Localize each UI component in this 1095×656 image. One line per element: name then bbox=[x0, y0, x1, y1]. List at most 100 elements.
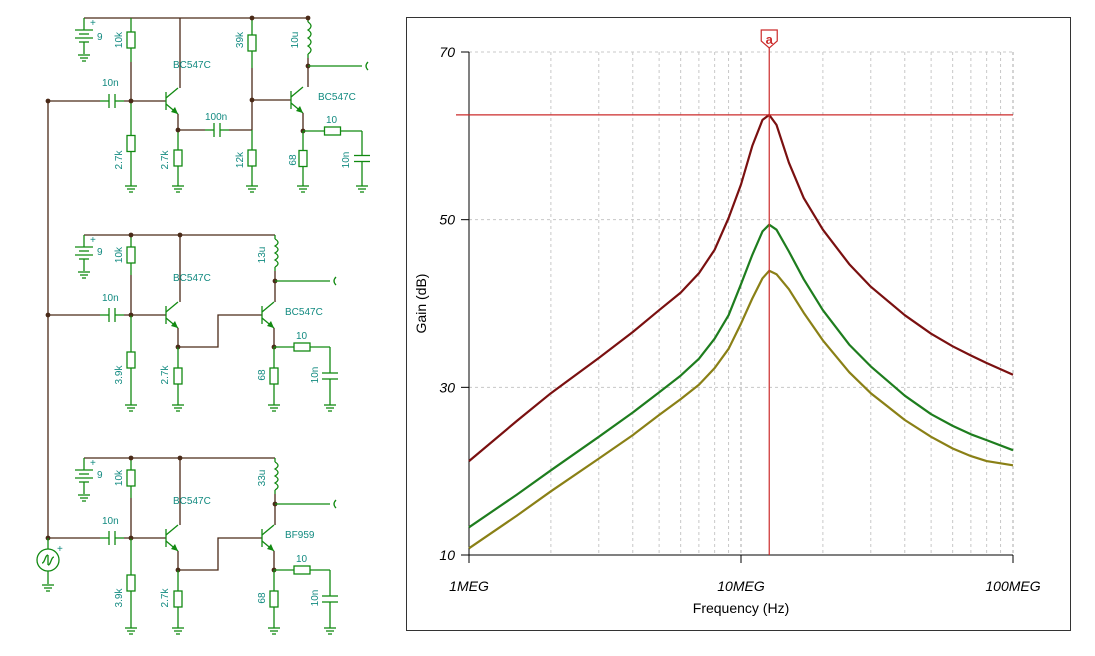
ground-symbol bbox=[78, 271, 90, 279]
capacitor bbox=[100, 308, 124, 322]
wire bbox=[178, 314, 262, 348]
component-label: 10k bbox=[114, 246, 125, 263]
emitter-arrow bbox=[171, 107, 178, 114]
junction-dot bbox=[249, 15, 255, 21]
component-label: 2.7k bbox=[160, 588, 171, 608]
component-label: 10 bbox=[296, 331, 308, 342]
inductor bbox=[306, 21, 312, 55]
npn-transistor bbox=[290, 86, 304, 114]
capacitor bbox=[354, 131, 370, 186]
ground-symbol bbox=[125, 404, 137, 412]
junction-dot bbox=[177, 232, 183, 238]
npn-transistor bbox=[261, 301, 275, 329]
npn-transistor bbox=[261, 524, 275, 552]
ground-symbol bbox=[78, 494, 90, 502]
ground-symbol bbox=[246, 185, 258, 193]
component-label: 3.9k bbox=[114, 365, 125, 385]
component-label: 33u bbox=[257, 470, 268, 487]
component-label: 10 bbox=[296, 554, 308, 565]
ground-symbol bbox=[356, 185, 368, 193]
component-label: 10k bbox=[114, 469, 125, 486]
series-line-1 bbox=[468, 113, 1014, 462]
component-label: 9 bbox=[97, 247, 103, 258]
wire bbox=[165, 301, 179, 313]
ground-symbol bbox=[297, 185, 309, 193]
ground-symbol bbox=[42, 584, 54, 592]
component-label: BC547C bbox=[285, 307, 323, 318]
component-label: 10n bbox=[102, 78, 119, 89]
component-label: 9 bbox=[97, 32, 103, 43]
component-label: 2.7k bbox=[160, 365, 171, 385]
component-label: 3.9k bbox=[114, 588, 125, 608]
battery: + bbox=[75, 18, 96, 62]
output-terminal bbox=[333, 499, 337, 509]
cursor-marker bbox=[760, 29, 778, 49]
y-tick-label: 10 bbox=[439, 547, 455, 563]
component-label: BC547C bbox=[173, 496, 211, 507]
inductor bbox=[273, 461, 279, 491]
source-plus-sign: + bbox=[57, 544, 63, 555]
x-tick-label: 1MEG bbox=[449, 578, 489, 594]
component-label: 68 bbox=[257, 369, 268, 381]
circuit-3: +9 10k 3.9k 10n BC547C 2.7k BF959 33u 68 10 10n bbox=[48, 455, 338, 635]
junction-dot bbox=[128, 98, 134, 104]
battery-plus-sign: + bbox=[90, 18, 96, 29]
ground-symbol bbox=[125, 185, 137, 193]
amplifier-schematic: +9 10k 2.7k 10n BC547C 2.7k 100n 39k 12k BC547C 10… bbox=[36, 15, 370, 635]
emitter-arrow bbox=[171, 321, 178, 328]
junction-dot bbox=[128, 455, 134, 461]
junction-dot bbox=[177, 455, 183, 461]
component-label: 2.7k bbox=[114, 150, 125, 170]
input-bus: + bbox=[36, 101, 63, 592]
capacitor bbox=[322, 347, 338, 405]
ground-symbol bbox=[172, 185, 184, 193]
wire bbox=[261, 524, 275, 536]
ground-symbol bbox=[78, 54, 90, 62]
component-label: 12k bbox=[235, 151, 246, 168]
circuit-2: +9 10k 3.9k 10n BC547C 2.7k BC547C 13u 68 10 10n bbox=[48, 232, 338, 412]
inductor bbox=[273, 238, 279, 268]
component-label: 13u bbox=[257, 247, 268, 264]
component-label: 10n bbox=[310, 367, 321, 384]
component-label: 10k bbox=[114, 31, 125, 48]
battery-plus-sign: + bbox=[90, 235, 96, 246]
wire bbox=[165, 524, 179, 536]
junction-dot bbox=[45, 312, 51, 318]
cursor-label: a bbox=[766, 32, 774, 47]
wire bbox=[178, 537, 262, 571]
component-label: 39k bbox=[235, 31, 246, 48]
capacitor bbox=[100, 94, 124, 108]
circuit-1: +9 10k 2.7k 10n BC547C 2.7k 100n 39k 12k BC547C 10… bbox=[45, 15, 370, 193]
battery: + bbox=[75, 458, 96, 502]
component-label: 10n bbox=[341, 152, 352, 169]
npn-transistor bbox=[165, 87, 179, 115]
wire bbox=[165, 87, 179, 99]
capacitor bbox=[100, 531, 124, 545]
emitter-arrow bbox=[296, 106, 303, 113]
ground-symbol bbox=[172, 404, 184, 412]
component-label: 68 bbox=[288, 154, 299, 166]
output-terminal bbox=[365, 61, 369, 71]
series-line-3 bbox=[468, 269, 1014, 550]
plot-area bbox=[469, 52, 1013, 555]
component-label: 2.7k bbox=[160, 150, 171, 170]
capacitor bbox=[322, 570, 338, 628]
x-tick-label: 100MEG bbox=[985, 578, 1040, 594]
output-terminal bbox=[333, 276, 337, 286]
npn-transistor bbox=[165, 524, 179, 552]
y-tick-label: 30 bbox=[439, 379, 455, 395]
ground-symbol bbox=[324, 627, 336, 635]
y-axis-label: Gain (dB) bbox=[413, 274, 429, 334]
capacitor bbox=[205, 123, 229, 137]
ground-symbol bbox=[268, 404, 280, 412]
component-label: BC547C bbox=[173, 273, 211, 284]
x-axis-label: Frequency (Hz) bbox=[693, 600, 789, 616]
component-label: BC547C bbox=[318, 92, 356, 103]
battery-plus-sign: + bbox=[90, 458, 96, 469]
component-label: 10 bbox=[326, 115, 338, 126]
component-label: 10n bbox=[310, 590, 321, 607]
emitter-arrow bbox=[267, 321, 274, 328]
wire bbox=[261, 301, 275, 313]
component-label: 68 bbox=[257, 592, 268, 604]
